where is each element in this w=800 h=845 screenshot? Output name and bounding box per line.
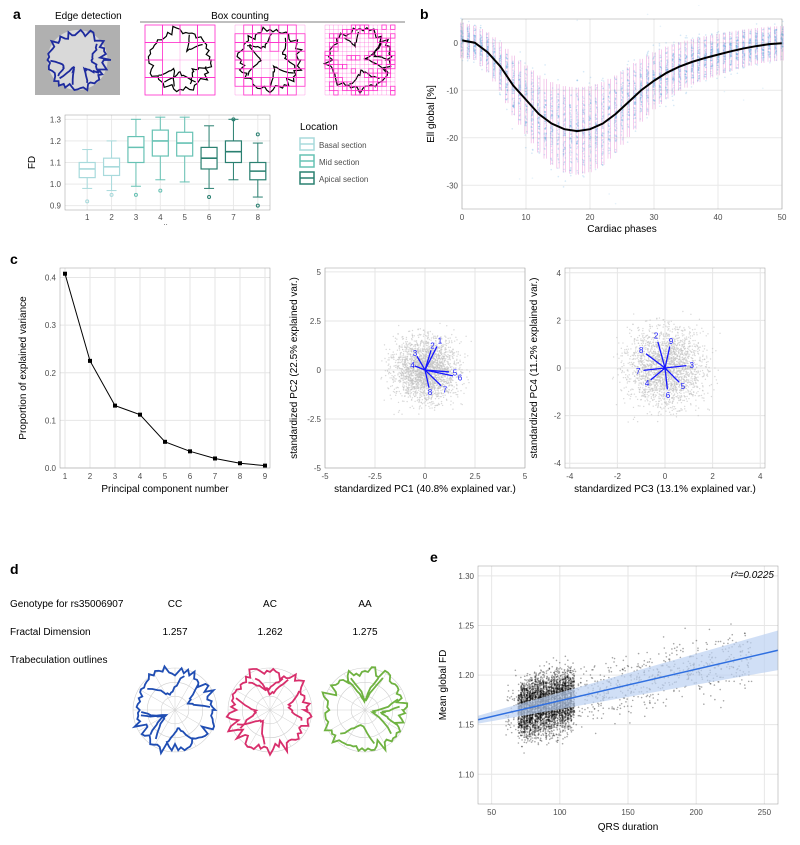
svg-text:-20: -20 [446,134,458,143]
label-box-counting: Box counting [211,11,269,22]
svg-text:5: 5 [523,472,528,481]
panel-c: c 0.0 0.1 0.2 0.3 0.4 1 2 3 4 5 6 7 8 9 Proportion of … [5,250,795,510]
svg-text:-2.5: -2.5 [307,415,321,424]
svg-text:-5: -5 [314,464,322,473]
svg-text:FD: FD [27,156,38,169]
svg-text:30: 30 [650,213,659,222]
svg-text:50: 50 [778,213,787,222]
svg-text:Basal section: Basal section [319,141,367,150]
svg-text:Proportion of explained varian: Proportion of explained variance [18,296,29,440]
svg-text:0.4: 0.4 [45,274,57,283]
svg-text:-30: -30 [446,181,458,190]
svg-text:2: 2 [88,472,93,481]
svg-text:3: 3 [134,213,139,222]
svg-text:-10: -10 [446,86,458,95]
svg-text:7: 7 [231,213,236,222]
svg-text:1: 1 [63,472,68,481]
svg-text:Mid section: Mid section [319,158,359,167]
svg-text:2.5: 2.5 [469,472,481,481]
svg-text:6: 6 [188,472,193,481]
svg-text:1.3: 1.3 [50,115,62,124]
svg-text:Principal component number: Principal component number [101,484,229,495]
svg-text:10: 10 [522,213,531,222]
svg-text:40: 40 [714,213,723,222]
svg-text:0: 0 [317,366,322,375]
svg-text:1: 1 [85,213,90,222]
svg-text:-2.5: -2.5 [368,472,382,481]
panel-letter-d: d [10,561,19,577]
panel-e: e 1.101.151.201.251.3050100150200250r²=0… [430,548,795,833]
svg-text:8: 8 [238,472,243,481]
panel-letter-e: e [430,549,438,565]
panel-letter-c: c [10,251,18,267]
svg-text:20: 20 [586,213,595,222]
svg-text:4: 4 [138,472,143,481]
svg-text:6: 6 [207,213,212,222]
svg-text:0: 0 [423,472,428,481]
svg-text:Apical section: Apical section [319,175,368,184]
svg-text:7: 7 [213,472,218,481]
svg-text:Ell global [%]: Ell global [%] [426,85,437,143]
panel-b: b -30 -20 -10 0 0 10 20 30 40 50 Ell global [%] Car… [420,5,800,235]
svg-text:5: 5 [182,213,187,222]
svg-text:0: 0 [460,213,465,222]
panel-d: d Genotype for rs35006907Fractal Dimensi… [5,560,425,770]
svg-text:0: 0 [454,39,459,48]
svg-text:Location: Location [300,122,338,133]
svg-text:0.2: 0.2 [45,369,57,378]
panel-a: a Edge detection Box counting 0.9 1.0 1.1 1… [10,5,420,225]
svg-text:0.9: 0.9 [50,202,62,211]
svg-text:2: 2 [109,213,114,222]
svg-text:-5: -5 [321,472,329,481]
svg-text:0.0: 0.0 [45,464,57,473]
svg-text:2.5: 2.5 [310,317,322,326]
svg-text:1.1: 1.1 [50,159,62,168]
svg-text:9: 9 [263,472,268,481]
svg-text:1.2: 1.2 [50,137,62,146]
svg-text:4: 4 [158,213,163,222]
svg-text:0.1: 0.1 [45,416,57,425]
svg-text:0.3: 0.3 [45,321,57,330]
svg-text:5: 5 [163,472,168,481]
svg-text:5: 5 [317,268,322,277]
svg-text:Slice: Slice [157,224,179,225]
svg-text:Cardiac phases: Cardiac phases [587,224,656,235]
label-edge-detection: Edge detection [55,11,122,22]
svg-text:8: 8 [256,213,261,222]
svg-text:3: 3 [113,472,118,481]
panel-letter-b: b [420,6,429,22]
svg-text:1.0: 1.0 [50,180,62,189]
panel-letter-a: a [13,6,21,22]
